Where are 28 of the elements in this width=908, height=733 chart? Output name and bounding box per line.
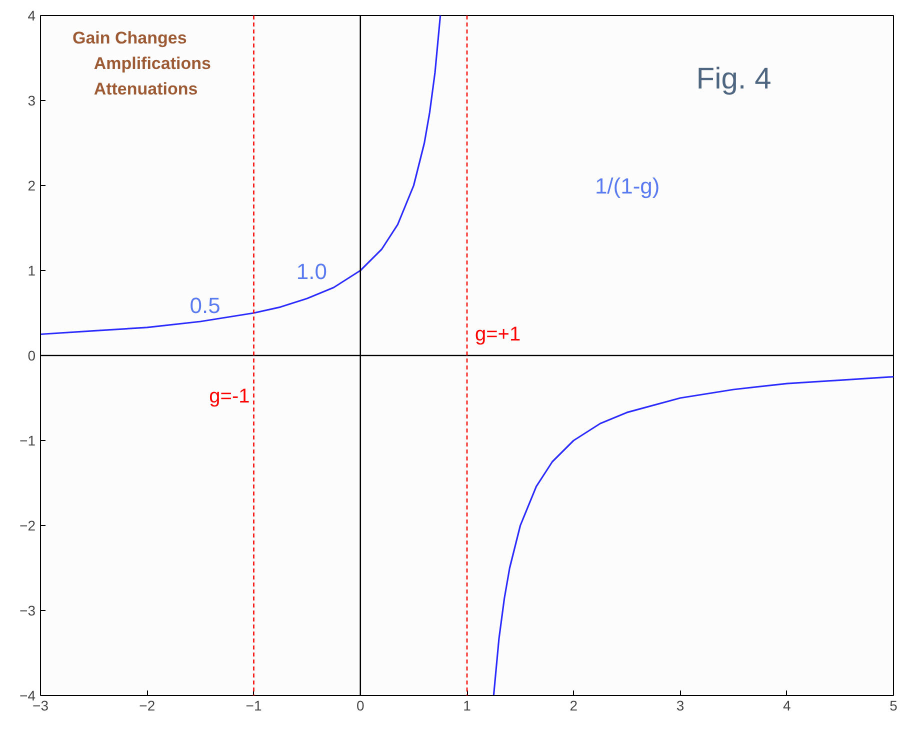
annotation: 1/(1-g) [594,173,660,198]
x-tick-label: 1 [463,698,472,714]
ref-line-label: g=-1 [209,385,250,408]
y-tick-label: −2 [20,518,36,534]
y-tick-label: −4 [20,688,36,704]
line-series [492,376,894,696]
y-tick-label: 2 [28,178,36,194]
x-tick-label: −1 [246,698,262,714]
annotation: Fig. 4 [696,62,772,96]
x-tick-label: 2 [570,698,578,714]
y-tick-label: −3 [20,602,36,618]
x-tick-label: 4 [782,698,791,714]
y-tick-label: 3 [28,92,36,108]
x-tick-label: 5 [890,698,898,714]
annotation: Amplifications [94,54,211,73]
x-tick-label: 0 [356,698,364,714]
annotation: Attenuations [94,79,198,98]
y-tick-label: 1 [28,262,36,278]
x-tick-label: 3 [676,698,684,714]
annotation: 0.5 [190,293,220,318]
x-tick-label: −2 [139,698,156,714]
y-tick-label: 4 [28,8,36,24]
line-series [40,16,442,336]
annotation: 1.0 [296,259,327,284]
y-tick-label: 0 [28,348,36,364]
y-tick-label: −1 [20,432,36,448]
annotation: Gain Changes [72,28,187,48]
ref-line-label: g=+1 [475,323,521,346]
